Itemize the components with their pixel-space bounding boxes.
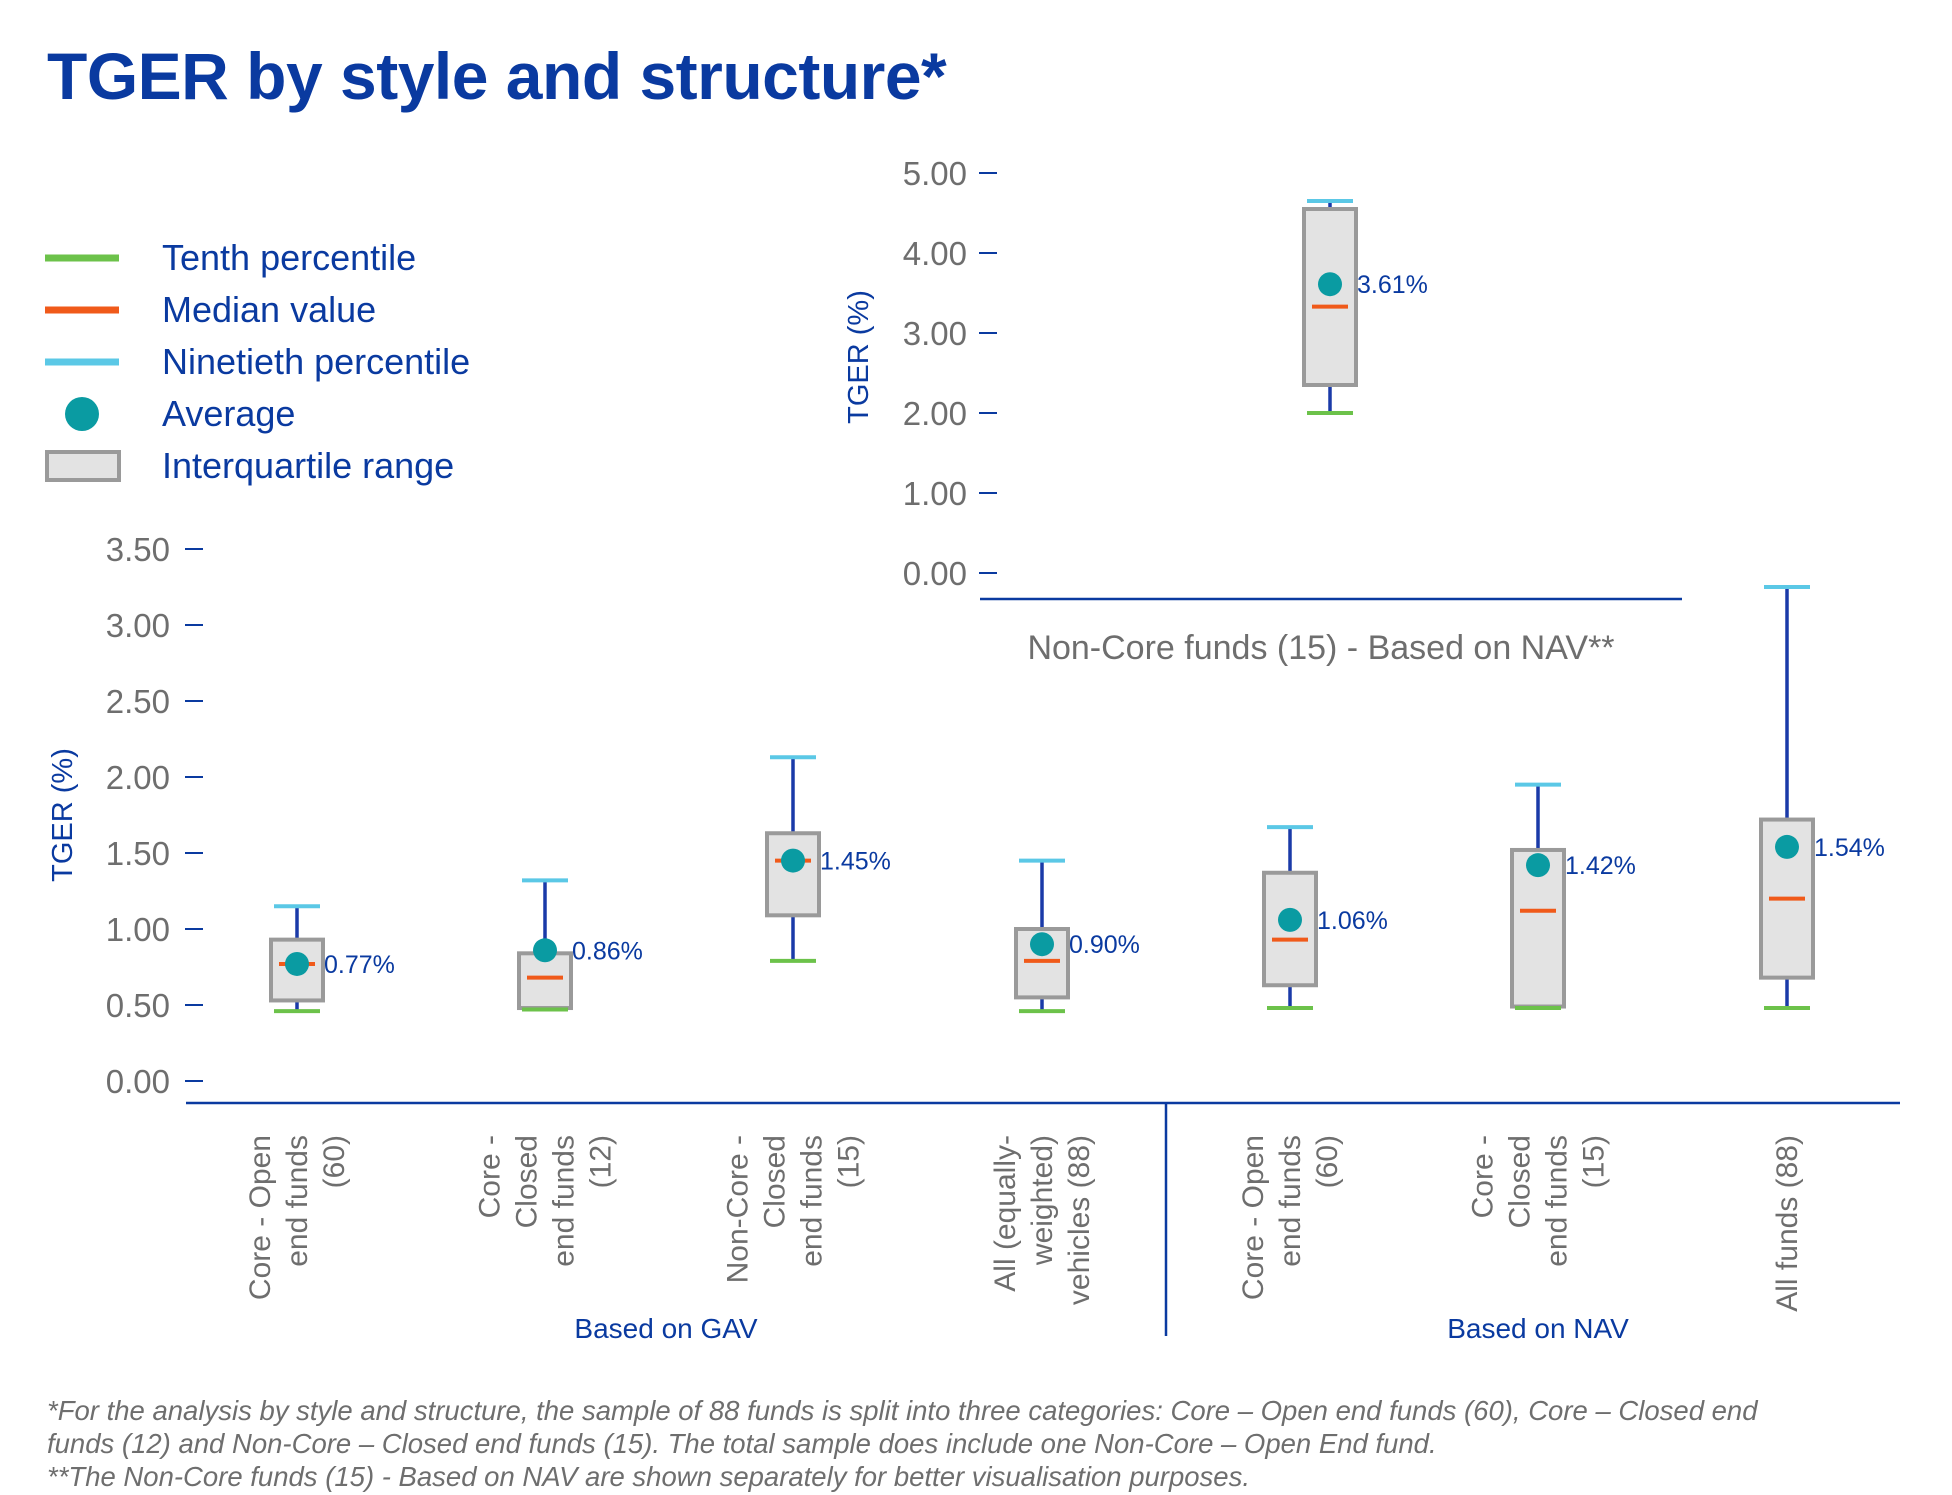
category-6-average-dot [1526,853,1550,878]
category-5-value-label: 1.06% [1317,907,1388,935]
footnote-line: **The Non-Core funds (15) - Based on NAV… [47,1461,1250,1492]
x-tick-label: All (equally- [989,1135,1022,1292]
x-tick-label: (15) [833,1135,866,1188]
category-7-value-label: 1.54% [1814,834,1885,862]
x-tick-label: weighted) [1026,1135,1059,1266]
category-4-value-label: 0.90% [1069,931,1140,959]
x-tick-label: All funds (88) [1771,1135,1804,1312]
inset-y-tick-label: 4.00 [903,235,967,272]
inset-x-axis-title: Non-Core funds (15) - Based on NAV** [1027,629,1614,667]
y-tick-label: 1.50 [106,835,170,872]
x-tick-label: Closed [511,1135,544,1228]
inset-y-tick-label: 3.00 [903,315,967,352]
y-tick-label: 2.00 [106,759,170,796]
category-1-value-label: 0.77% [324,951,395,979]
inset-category-average-dot [1318,272,1342,297]
group-label: Based on NAV [1447,1313,1629,1344]
x-tick-label: (12) [585,1135,618,1188]
x-tick-label: end funds [281,1135,314,1267]
footnote-line: funds (12) and Non-Core – Closed end fun… [47,1428,1437,1459]
tenth-percentile-swatch [45,254,119,262]
category-3-average-dot [781,848,805,873]
page-title: TGER by style and structure* [47,39,947,113]
x-tick-label: Closed [1504,1135,1537,1228]
x-tick-label: end funds [548,1135,581,1267]
footnote: *For the analysis by style and structure… [47,1394,1917,1493]
group-label: Based on GAV [574,1313,757,1344]
legend-label: Ninetieth percentile [162,341,471,382]
inset-y-tick-label: 5.00 [903,155,967,192]
x-tick-label: Core - [474,1135,507,1218]
category-2-value-label: 0.86% [572,937,643,965]
y-tick-label: 3.00 [106,607,170,644]
x-tick-label: (60) [1311,1135,1344,1188]
category-4-average-dot [1030,932,1054,957]
category-3-iqr-box [765,831,821,918]
x-tick-label: end funds [796,1135,829,1267]
inset-y-axis-title: TGER (%) [843,290,875,424]
inset-y-tick-label: 1.00 [903,475,967,512]
x-tick-label: Core - Open [244,1135,277,1300]
x-tick-label: (60) [318,1135,351,1188]
y-tick-label: 2.50 [106,683,170,720]
inset-category-iqr-box [1302,207,1358,387]
y-axis-title: TGER (%) [47,748,79,882]
ninetieth-percentile-swatch [45,358,119,366]
category-2-average-dot [533,938,557,963]
x-tick-label: (15) [1578,1135,1611,1188]
x-tick-label: Closed [759,1135,792,1228]
category-6-iqr-box [1510,847,1566,1009]
y-tick-label: 1.00 [106,911,170,948]
inset-category-value-label: 3.61% [1357,271,1428,299]
x-tick-label: Core - Open [1237,1135,1270,1300]
median-swatch [45,306,119,314]
x-tick-label: Core - [1467,1135,1500,1218]
category-5-average-dot [1278,907,1302,932]
category-1-average-dot [285,951,309,976]
y-tick-label: 0.00 [106,1063,170,1100]
footnote-line: *For the analysis by style and structure… [47,1395,1758,1426]
inset-y-tick-label: 0.00 [903,555,967,592]
y-tick-label: 3.50 [106,531,170,568]
category-3-value-label: 1.45% [820,848,891,876]
legend-label: Interquartile range [162,445,455,486]
inset-y-tick-label: 2.00 [903,395,967,432]
y-tick-label: 0.50 [106,987,170,1024]
category-6-value-label: 1.42% [1565,852,1636,880]
legend-label: Median value [162,289,377,330]
legend-label: Average [162,393,296,434]
category-7-average-dot [1775,834,1799,859]
x-tick-label: vehicles (88) [1063,1135,1096,1305]
x-tick-label: end funds [1541,1135,1574,1267]
legend-label: Tenth percentile [162,237,417,278]
x-tick-label: end funds [1274,1135,1307,1267]
x-tick-label: Non-Core - [722,1135,755,1283]
average-dot-icon [65,397,99,431]
interquartile-box-swatch [45,450,121,482]
